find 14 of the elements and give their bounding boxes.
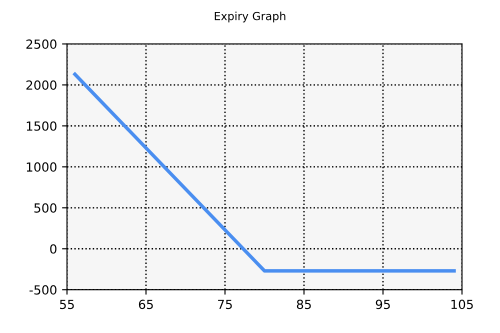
x-tick-label: 75 [218, 300, 232, 310]
x-tick-label: 95 [376, 300, 390, 310]
x-tick-label: 105 [451, 300, 473, 310]
y-tick-label: 2500 [26, 39, 56, 49]
y-tick-label: -500 [30, 285, 56, 295]
x-tick-label: 55 [60, 300, 74, 310]
y-tick-label: 500 [34, 203, 56, 213]
x-tick-label: 85 [296, 300, 311, 310]
y-tick-label: 1500 [26, 121, 56, 131]
y-tick-label: 2000 [26, 80, 56, 90]
x-tick-label: 65 [138, 300, 153, 310]
y-tick-label: 1000 [26, 162, 56, 172]
chart-title: Expiry Graph [214, 12, 286, 22]
y-tick-label: 0 [50, 244, 56, 254]
